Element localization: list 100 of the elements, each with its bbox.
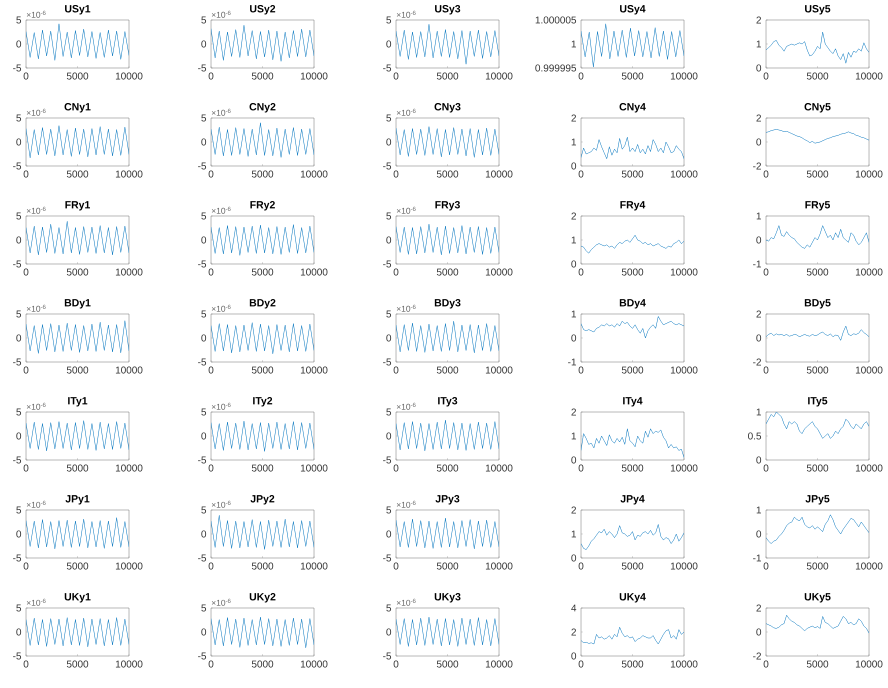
x-tick-label: 10000 xyxy=(116,660,142,668)
y-tick-label: 5 xyxy=(386,506,392,514)
x-tick-label: 10000 xyxy=(670,72,698,80)
x-tick-label: 0 xyxy=(578,660,584,668)
y-tick-label: 0 xyxy=(386,628,392,636)
chart-title: ITy4 xyxy=(623,397,643,407)
y-tick-label: 2 xyxy=(571,506,576,514)
x-tick-label: 10000 xyxy=(116,268,142,276)
text: ×10$^{-6}$ xyxy=(26,304,46,312)
chart-title: BDy2 xyxy=(250,299,276,309)
line-series xyxy=(211,420,314,452)
text: ×10$^{-6}$ xyxy=(396,598,416,606)
x-tick-label: 0 xyxy=(764,464,768,472)
y-tick-label: 0 xyxy=(16,138,22,146)
y-tick-label: -5 xyxy=(383,456,392,464)
x-tick-label: 10000 xyxy=(670,366,698,374)
y-tick-label: 5 xyxy=(16,408,22,416)
x-tick-label: 5000 xyxy=(252,562,274,570)
x-tick-label: 0 xyxy=(394,170,398,178)
y-tick-label: 5 xyxy=(201,604,206,612)
y-tick-label: 0 xyxy=(201,138,206,146)
text: ×10$^{-6}$ xyxy=(26,500,46,508)
y-tick-label: -5 xyxy=(198,456,206,464)
x-tick-label: 10000 xyxy=(116,72,142,80)
x-tick-label: 5000 xyxy=(622,170,644,178)
y-tick-label: 0 xyxy=(16,628,22,636)
y-tick-label: 1 xyxy=(572,40,576,48)
y-tick-label: 0 xyxy=(386,432,392,440)
y-tick-label: 0 xyxy=(386,138,392,146)
chart-title: FRy5 xyxy=(805,201,830,211)
y-tick-label: -5 xyxy=(198,652,206,660)
y-tick-label: 0 xyxy=(386,530,392,538)
y-tick-label: -5 xyxy=(198,358,206,366)
line-series xyxy=(211,224,314,256)
x-tick-label: 5000 xyxy=(252,464,274,472)
x-tick-label: 10000 xyxy=(300,170,328,178)
y-tick-label: -1 xyxy=(568,358,576,366)
y-tick-label: 0 xyxy=(16,432,22,440)
x-tick-label: 5000 xyxy=(622,72,644,80)
x-tick-label: 10000 xyxy=(300,72,328,80)
y-tick-label: 5 xyxy=(16,114,22,122)
y-tick-label: 5 xyxy=(386,310,392,318)
y-tick-label: 0 xyxy=(386,334,392,342)
x-tick-label: 5000 xyxy=(252,170,274,178)
y-tick-label: -5 xyxy=(13,64,22,72)
x-tick-label: 5000 xyxy=(622,464,644,472)
text: ×10$^{-6}$ xyxy=(26,108,46,116)
y-tick-label: 0 xyxy=(201,432,206,440)
x-tick-label: 0 xyxy=(394,72,398,80)
x-tick-label: 10000 xyxy=(856,660,882,668)
y-tick-label: 0 xyxy=(386,40,392,48)
x-tick-label: 10000 xyxy=(116,366,142,374)
line-series xyxy=(396,224,500,256)
x-tick-label: 0 xyxy=(208,366,214,374)
x-tick-label: 0 xyxy=(24,464,28,472)
y-tick-label: 1 xyxy=(572,432,576,440)
x-tick-label: 10000 xyxy=(116,562,142,570)
y-tick-label: -5 xyxy=(383,358,392,366)
line-series xyxy=(211,616,314,648)
y-tick-label: 0 xyxy=(571,554,576,562)
y-tick-label: 1 xyxy=(756,408,762,416)
line-series xyxy=(766,326,870,341)
x-tick-label: 0 xyxy=(578,268,584,276)
chart-title: ITy3 xyxy=(438,397,458,407)
y-tick-label: 5 xyxy=(386,604,392,612)
line-series xyxy=(26,617,130,648)
x-tick-label: 10000 xyxy=(300,268,328,276)
y-tick-label: -5 xyxy=(383,554,392,562)
x-tick-label: 0 xyxy=(578,170,584,178)
y-tick-label: 5 xyxy=(16,310,22,318)
y-tick-label: -5 xyxy=(13,260,22,268)
x-tick-label: 10000 xyxy=(300,366,328,374)
x-tick-label: 10000 xyxy=(300,660,328,668)
x-tick-label: 0 xyxy=(208,464,214,472)
y-tick-label: 4 xyxy=(571,604,576,612)
chart-title: JPy4 xyxy=(620,495,645,505)
y-tick-label: 0 xyxy=(756,138,762,146)
x-tick-label: 5000 xyxy=(436,562,458,570)
chart-title: JPy3 xyxy=(435,495,460,505)
x-tick-label: 0 xyxy=(208,170,214,178)
x-tick-label: 5000 xyxy=(806,72,828,80)
line-series xyxy=(211,25,314,62)
chart-title: JPy5 xyxy=(805,495,830,505)
x-tick-label: 10000 xyxy=(486,268,512,276)
x-tick-label: 10000 xyxy=(856,366,882,374)
text: ×10$^{-6}$ xyxy=(26,598,46,606)
text: ×10$^{-6}$ xyxy=(212,402,231,410)
y-tick-label: 0 xyxy=(16,334,22,342)
x-tick-label: 0 xyxy=(24,366,28,374)
line-series xyxy=(26,320,130,354)
y-tick-label: 0 xyxy=(756,628,762,636)
line-series xyxy=(211,122,314,158)
x-tick-label: 5000 xyxy=(436,72,458,80)
y-tick-label: 2 xyxy=(756,114,761,122)
y-tick-label: 2 xyxy=(756,604,761,612)
x-tick-label: 5000 xyxy=(622,562,644,570)
y-tick-label: 5 xyxy=(201,114,206,122)
y-tick-label: 0 xyxy=(201,334,206,342)
line-series xyxy=(396,518,500,550)
x-tick-label: 0 xyxy=(578,562,584,570)
